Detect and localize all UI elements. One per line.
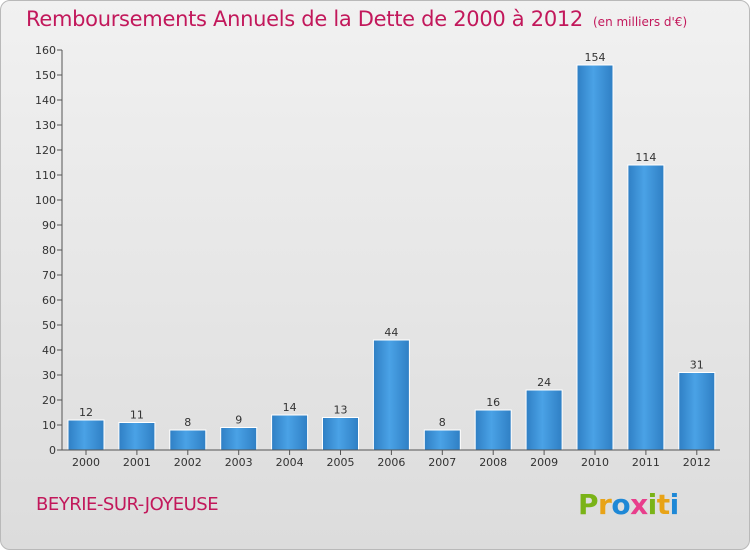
chart-unit: (en milliers d'€)	[593, 15, 688, 29]
x-tick-label-2010: 2010	[581, 456, 609, 469]
bar-2007	[423, 429, 461, 451]
y-tick-label: 120	[35, 144, 56, 157]
value-label-2001: 11	[130, 409, 144, 422]
y-tick-label: 0	[49, 444, 56, 457]
bar-2006	[372, 339, 410, 451]
proxiti-logo: Proxiti	[578, 488, 679, 521]
y-tick-label: 20	[42, 394, 56, 407]
value-label-2006: 44	[384, 326, 398, 339]
y-tick-label: 50	[42, 319, 56, 332]
y-tick-label: 110	[35, 169, 56, 182]
y-tick-label: 70	[42, 269, 56, 282]
y-tick-label: 80	[42, 244, 56, 257]
bar-2010	[576, 64, 614, 451]
bar-2002	[169, 429, 207, 451]
x-tick-label-2002: 2002	[174, 456, 202, 469]
value-label-2012: 31	[690, 359, 704, 372]
value-label-2000: 12	[79, 406, 93, 419]
logo-letter: t	[656, 488, 670, 521]
y-tick-label: 140	[35, 94, 56, 107]
logo-letter: i	[647, 488, 658, 521]
bar-2011	[627, 164, 665, 451]
value-label-2010: 154	[585, 51, 606, 64]
x-tick-label-2012: 2012	[683, 456, 711, 469]
x-tick-label-2007: 2007	[428, 456, 456, 469]
logo-letter: i	[669, 488, 680, 521]
x-tick-label-2005: 2005	[327, 456, 355, 469]
value-label-2011: 114	[635, 151, 656, 164]
value-label-2008: 16	[486, 396, 500, 409]
bar-2000	[67, 419, 105, 451]
y-tick-label: 100	[35, 194, 56, 207]
x-tick-label-2001: 2001	[123, 456, 151, 469]
value-label-2005: 13	[334, 404, 348, 417]
bar-2005	[322, 417, 359, 451]
y-tick-label: 10	[42, 419, 56, 432]
x-tick-label-2006: 2006	[377, 456, 405, 469]
x-tick-label-2009: 2009	[530, 456, 558, 469]
logo-letter: r	[598, 488, 612, 521]
value-label-2004: 14	[283, 401, 297, 414]
logo-letter: o	[611, 488, 631, 521]
y-tick-label: 30	[42, 369, 56, 382]
chart-title: Remboursements Annuels de la Dette de 20…	[26, 7, 687, 31]
bar-2003	[220, 427, 258, 451]
value-label-2002: 8	[184, 416, 191, 429]
x-tick-label-2008: 2008	[479, 456, 507, 469]
y-tick-label: 90	[42, 219, 56, 232]
x-tick-label-2004: 2004	[276, 456, 304, 469]
chart-title-text: Remboursements Annuels de la Dette de 20…	[26, 7, 583, 31]
x-tick-label-2011: 2011	[632, 456, 660, 469]
y-tick-label: 40	[42, 344, 56, 357]
bar-2009	[525, 389, 563, 451]
value-label-2003: 9	[235, 414, 242, 427]
y-tick-label: 150	[35, 69, 56, 82]
x-tick-label-2003: 2003	[225, 456, 253, 469]
value-label-2007: 8	[439, 416, 446, 429]
y-tick-label: 60	[42, 294, 56, 307]
x-tick-label-2000: 2000	[72, 456, 100, 469]
y-tick-label: 130	[35, 119, 56, 132]
logo-letter: P	[578, 488, 599, 521]
value-label-2009: 24	[537, 376, 551, 389]
y-tick-label: 160	[35, 44, 56, 57]
logo-letter: x	[630, 488, 648, 521]
bar-2008	[474, 409, 512, 451]
bar-2001	[118, 422, 156, 451]
bar-2012	[678, 372, 716, 451]
commune-name: BEYRIE-SUR-JOYEUSE	[36, 494, 219, 515]
bar-2004	[271, 414, 309, 451]
